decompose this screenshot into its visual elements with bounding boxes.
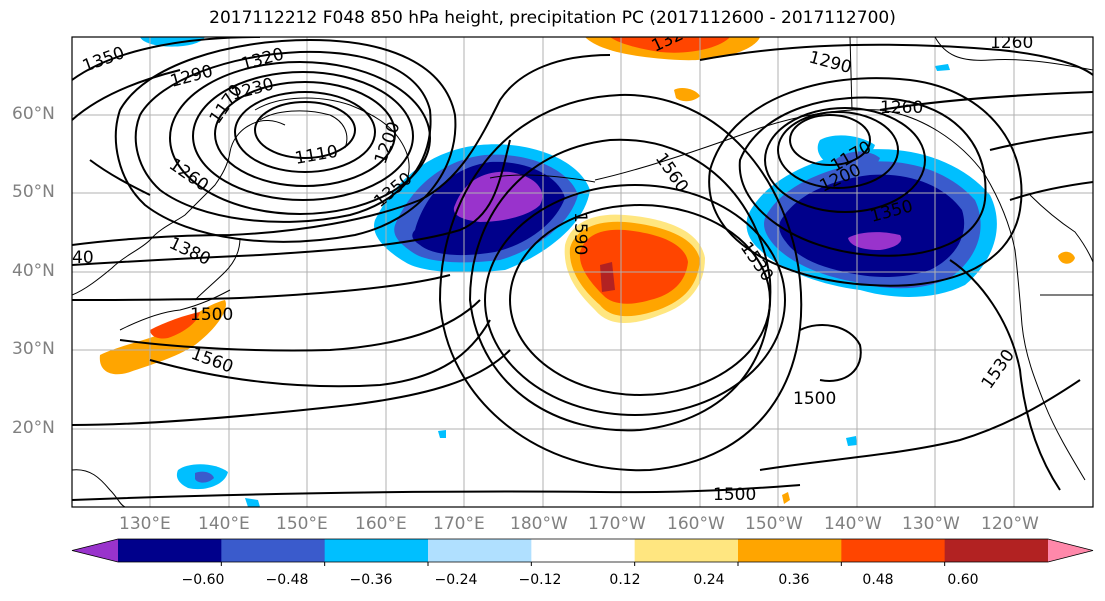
colorbar-tick-label: −0.36 (349, 572, 393, 588)
colorbar-tick-label: 0.12 (609, 572, 641, 588)
lat-label-20n: 20°N (12, 418, 55, 438)
gridlines (72, 37, 1093, 507)
contour-label: 1500 (190, 305, 233, 325)
lon-label: 170°W (588, 514, 646, 534)
colorbar-swatch (738, 539, 842, 562)
colorbar-swatch (944, 539, 1049, 562)
lon-label: 160°E (355, 514, 407, 534)
colorbar-tick-label: 0.48 (862, 572, 894, 588)
colorbar-tick-label: −0.48 (265, 572, 309, 588)
colorbar-swatch (428, 539, 532, 562)
lon-label: 150°W (745, 514, 803, 534)
lat-label-30n: 30°N (12, 339, 55, 359)
colorbar-swatch (221, 539, 326, 562)
lon-label: 170°E (433, 514, 485, 534)
coastlines (72, 37, 1093, 507)
colorbar-tick-label: −0.24 (434, 572, 478, 588)
contour-label: 1590 (570, 212, 590, 255)
lon-label: 130°E (119, 514, 171, 534)
colorbar-tick-label: 0.60 (947, 572, 979, 588)
colorbar-tick-label: −0.60 (181, 572, 225, 588)
lat-label-50n: 50°N (12, 182, 55, 202)
height-contours (72, 37, 1093, 501)
lon-label: 130°W (902, 514, 960, 534)
colorbar-swatch (634, 539, 739, 562)
colorbar-extend-high (1048, 539, 1093, 562)
contour-label: 1260 (990, 33, 1033, 53)
lon-label: 180°W (510, 514, 568, 534)
colorbar-swatch (841, 539, 946, 562)
colorbar-swatch (118, 539, 222, 562)
map-frame (71, 36, 1094, 508)
lon-label: 160°W (667, 514, 725, 534)
contour-label: 1500 (713, 485, 756, 505)
colorbar-swatch (324, 539, 429, 562)
map-title: 2017112212 F048 850 hPa height, precipit… (209, 8, 896, 28)
lat-label-60n: 60°N (12, 104, 55, 124)
lon-label: 140°W (824, 514, 882, 534)
colorbar-tick-label: −0.12 (518, 572, 562, 588)
lon-label: 150°E (276, 514, 328, 534)
lon-label: 120°W (981, 514, 1039, 534)
colorbar-tick-label: 0.36 (778, 572, 810, 588)
contour-label: 1500 (793, 389, 836, 409)
lat-label-40n: 40°N (12, 261, 55, 281)
contour-label: 1260 (880, 98, 923, 118)
colorbar-tick-label: 0.24 (693, 572, 725, 588)
colorbar-swatch (531, 539, 636, 562)
colorbar-extend-low (72, 539, 118, 562)
colorbar (71, 538, 1094, 566)
lon-label: 140°E (198, 514, 250, 534)
contour-label: 40 (72, 248, 94, 268)
colorbar-outline (71, 538, 1094, 563)
